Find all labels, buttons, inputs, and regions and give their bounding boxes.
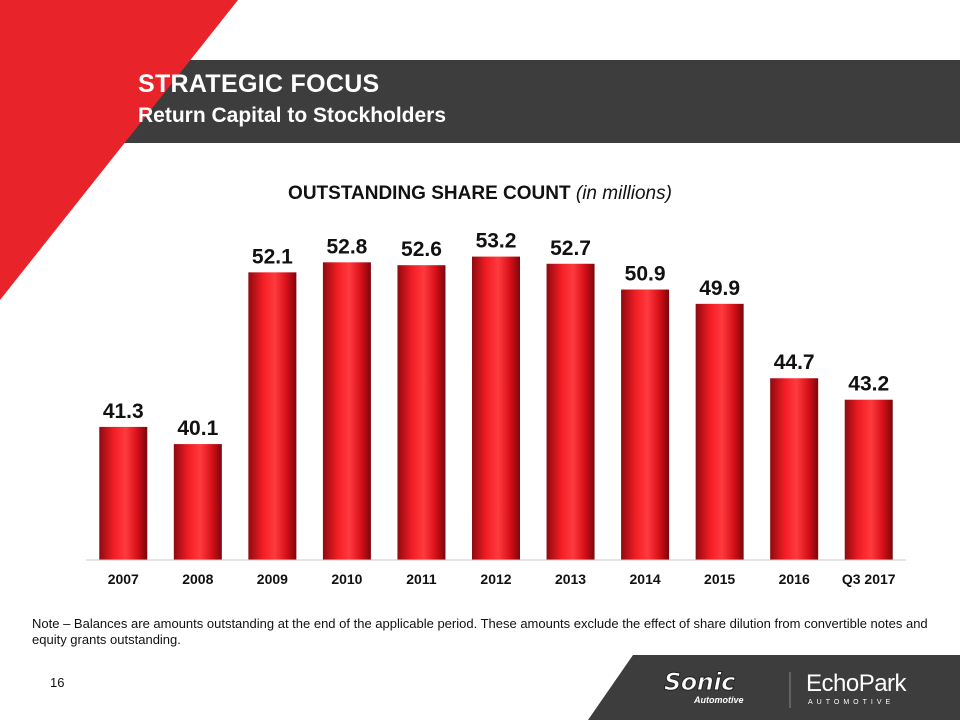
echopark-automotive-logo: EchoPark AUTOMOTIVE: [806, 670, 907, 710]
data-label: 40.1: [177, 417, 218, 440]
x-tick-label: 2008: [182, 571, 213, 587]
x-tick-label: 2009: [257, 571, 288, 587]
page-number: 16: [50, 675, 65, 690]
sonic-automotive-logo: Sonic Automotive: [664, 668, 764, 708]
data-label: 52.7: [550, 237, 591, 260]
data-label: 52.1: [252, 245, 293, 268]
chart-title-main: OUTSTANDING SHARE COUNT: [288, 183, 571, 204]
data-label: 53.2: [476, 230, 517, 253]
x-tick-label: 2015: [704, 571, 735, 587]
x-tick-label: 2014: [630, 571, 661, 587]
data-label: 43.2: [848, 373, 889, 396]
data-label: 50.9: [625, 263, 666, 286]
bar-2013: [546, 263, 595, 560]
sonic-logo-subtext: Automotive: [694, 695, 744, 705]
bar-2011: [397, 265, 446, 560]
bar-2016: [770, 378, 819, 560]
bar-2012: [472, 256, 520, 560]
bar-2015: [695, 303, 744, 560]
data-label: 52.8: [326, 235, 367, 258]
data-label: 44.7: [774, 351, 815, 374]
x-tick-label: 2012: [480, 571, 511, 587]
bar-2010: [322, 262, 371, 560]
bar-2007: [99, 426, 148, 560]
x-tick-label: 2010: [331, 571, 362, 587]
footer-banner: [588, 655, 960, 720]
x-tick-label: 2007: [108, 571, 139, 587]
echopark-logo-subtext: AUTOMOTIVE: [808, 699, 895, 706]
bar-2009: [248, 272, 297, 560]
chart-title-units: (in millions): [575, 183, 672, 204]
x-tick-label: 2011: [406, 571, 437, 587]
footnote: Note – Balances are amounts outstanding …: [32, 616, 928, 647]
x-tick-label: Q3 2017: [842, 571, 896, 587]
sonic-logo-text: Sonic: [664, 668, 736, 697]
red-accent-triangle: [0, 0, 238, 300]
data-label: 52.6: [401, 238, 442, 261]
echopark-logo-text: EchoPark: [806, 670, 907, 697]
bar-2014: [621, 289, 670, 560]
page-subtitle: Return Capital to Stockholders: [138, 104, 447, 127]
page-title: STRATEGIC FOCUS: [138, 70, 380, 98]
x-tick-label: 2016: [779, 571, 810, 587]
data-label: 41.3: [103, 400, 144, 423]
x-tick-label: 2013: [555, 571, 586, 587]
data-label: 49.9: [699, 277, 740, 300]
header-banner: [95, 60, 960, 143]
chart-title: OUTSTANDING SHARE COUNT (in millions): [0, 183, 960, 205]
bar-q3-2017: [844, 399, 893, 560]
bar-2008: [173, 444, 222, 560]
